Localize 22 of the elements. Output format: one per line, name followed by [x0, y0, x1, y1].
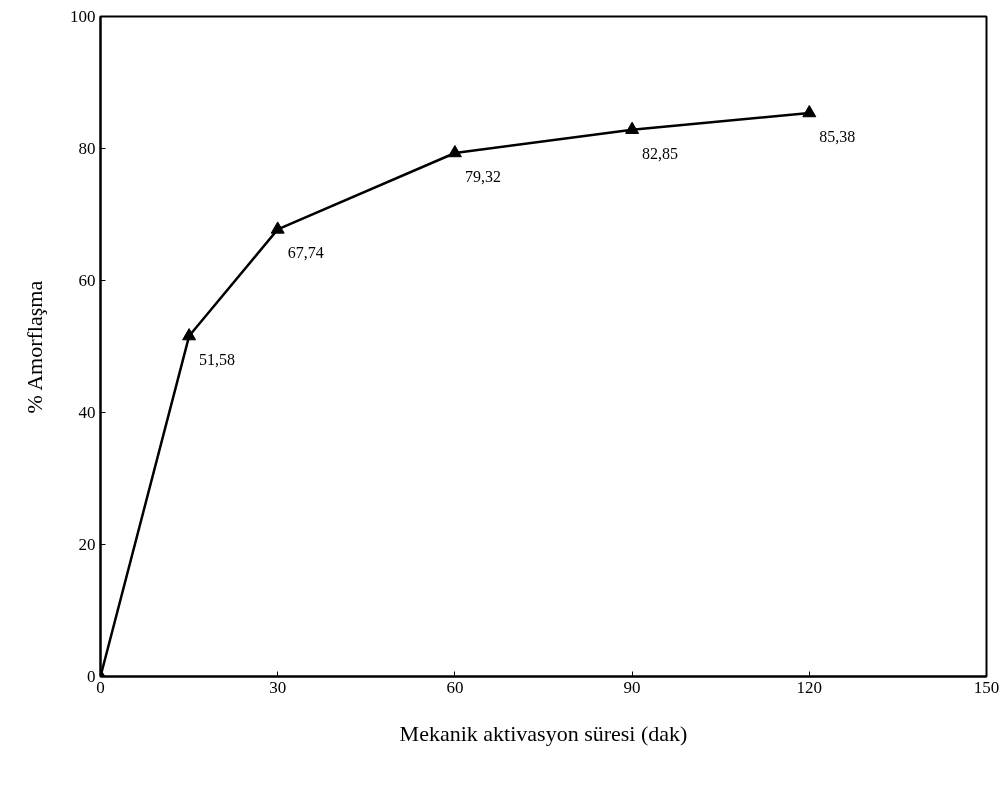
- y-tick-label: 60: [78, 271, 96, 290]
- y-tick-label: 100: [70, 7, 96, 26]
- point: [182, 328, 197, 341]
- point: [270, 221, 285, 234]
- y-axis-title: % Amorflaşma: [22, 280, 47, 414]
- data-label: 85,38: [819, 127, 856, 145]
- data-label: 82,85: [642, 144, 679, 162]
- data-label: 79,32: [464, 167, 501, 185]
- x-tick-label: 150: [973, 677, 1000, 697]
- y-tick-label: 80: [78, 139, 96, 158]
- point: [802, 104, 817, 118]
- x-axis-title: Mekanik aktivasyon süresi (dak): [399, 720, 688, 746]
- x-tick-label: 30: [269, 677, 287, 697]
- data-label: 51,58: [199, 351, 236, 369]
- point: [447, 144, 462, 158]
- point: [625, 121, 640, 134]
- x-tick-label: 90: [623, 677, 641, 697]
- data-label: 67,74: [287, 244, 324, 262]
- y-tick-label: 40: [78, 403, 96, 422]
- x-tick-label: 60: [446, 677, 464, 697]
- x-tick-label: 120: [796, 677, 823, 697]
- y-tick-label: 20: [78, 535, 96, 554]
